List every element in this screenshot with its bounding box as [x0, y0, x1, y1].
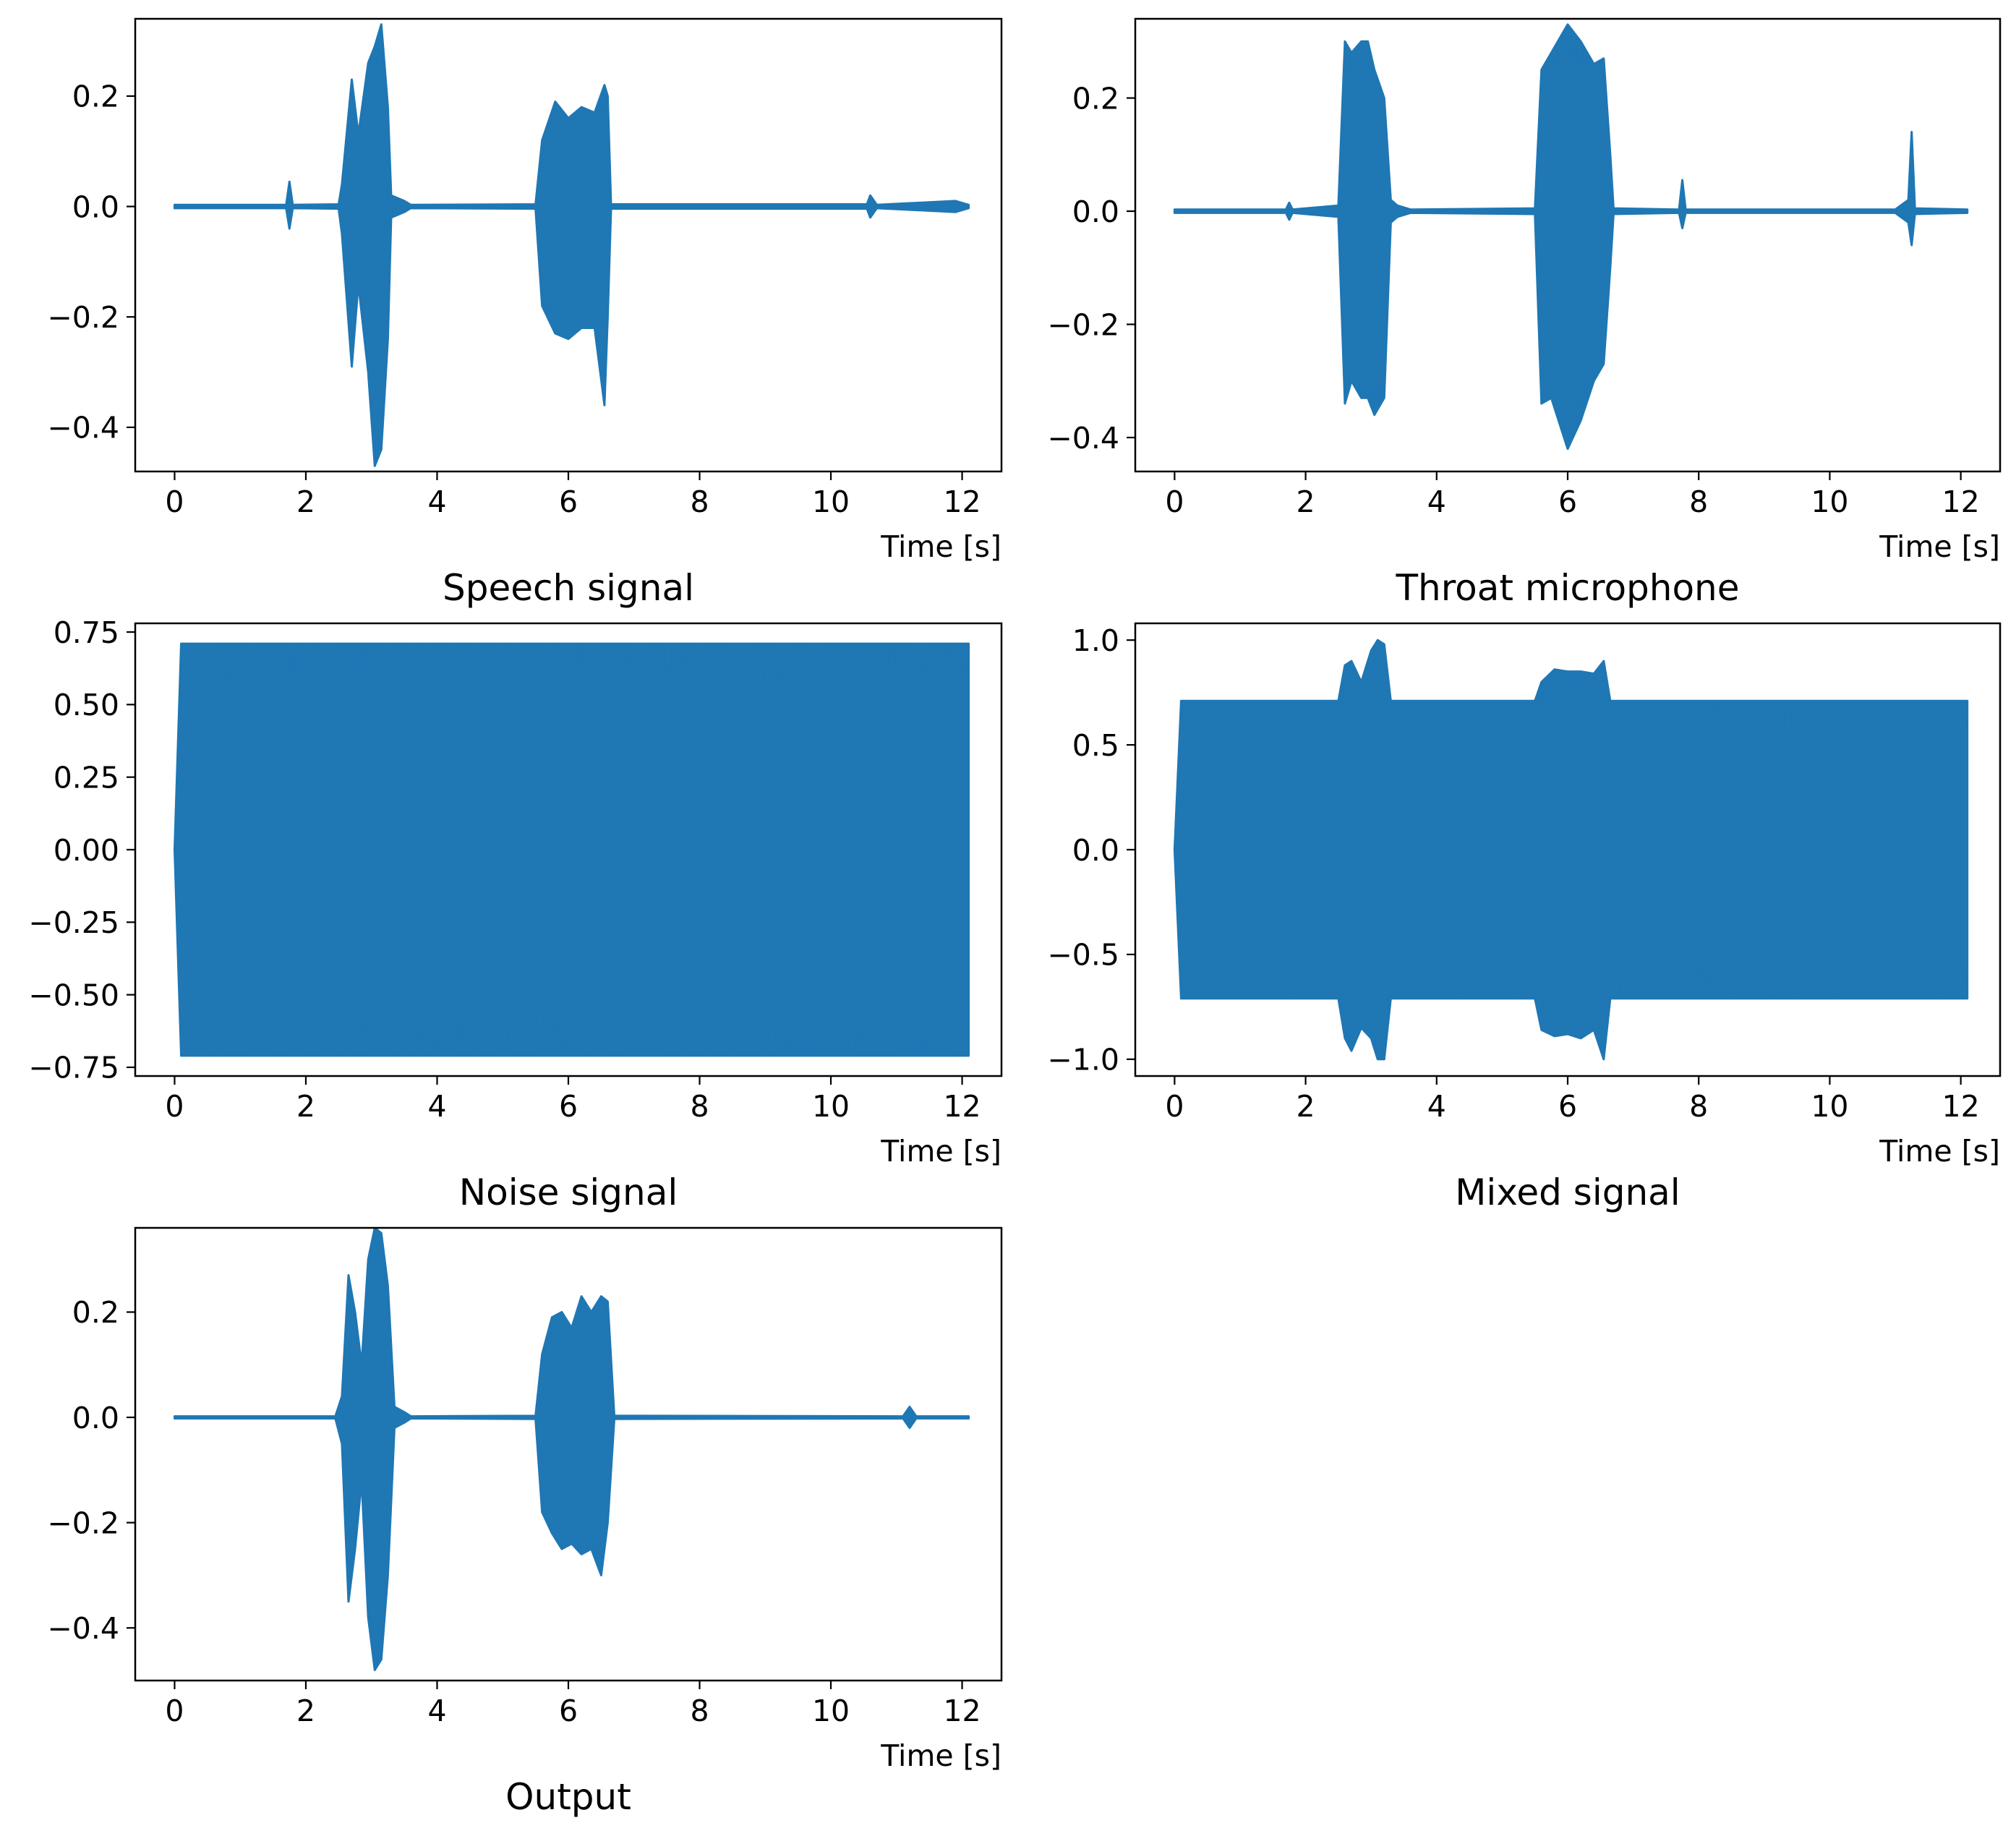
- noise-signal-x-tick-label: 12: [943, 1089, 981, 1124]
- speech-signal-y-ticks: −0.4 −0.2 0.0 0.2: [47, 80, 135, 445]
- mixed-signal-x-ticks: 0 2 4 6 8 10 12: [1165, 1076, 1980, 1124]
- noise-signal-plot-area: [173, 642, 970, 1057]
- mixed-signal-x-tick-label: 10: [1811, 1089, 1848, 1124]
- speech-signal-x-axis-label: Time [s]: [880, 529, 1001, 564]
- speech-signal-y-tick-label: −0.4: [47, 411, 119, 445]
- speech-signal-series-line: [174, 43, 970, 454]
- speech-signal-x-tick-label: 0: [165, 484, 184, 519]
- output-x-ticks: 0 2 4 6 8 10 12: [165, 1681, 981, 1728]
- throat-microphone-x-tick-label: 6: [1558, 484, 1577, 519]
- noise-signal-x-ticks: 0 2 4 6 8 10 12: [165, 1076, 981, 1124]
- noise-signal-y-tick-label: −0.75: [28, 1051, 119, 1085]
- throat-microphone-x-tick-label: 0: [1165, 484, 1184, 519]
- output-x-tick-label: 2: [296, 1694, 315, 1728]
- throat-microphone-x-tick-label: 4: [1427, 484, 1446, 519]
- throat-microphone-y-tick-label: 0.2: [1072, 81, 1119, 116]
- mixed-signal-y-tick-label: 0.0: [1072, 833, 1119, 868]
- speech-signal-x-tick-label: 10: [812, 484, 850, 519]
- noise-signal-x-tick-label: 4: [427, 1089, 446, 1124]
- mixed-signal-y-tick-label: 1.0: [1072, 623, 1119, 658]
- mixed-signal-y-tick-label: 0.5: [1072, 728, 1119, 763]
- output-y-tick-label: 0.0: [72, 1401, 119, 1435]
- noise-signal-x-tick-label: 6: [559, 1089, 578, 1124]
- speech-signal-x-tick-label: 4: [427, 484, 446, 519]
- mixed-signal-x-tick-label: 4: [1427, 1089, 1446, 1124]
- noise-signal-series-line: [174, 644, 970, 1056]
- output-plot-area: [173, 1228, 970, 1671]
- noise-signal-y-tick-label: 0.50: [54, 688, 119, 722]
- mixed-signal-x-tick-label: 0: [1165, 1089, 1184, 1124]
- output-panel: −0.4 −0.2 0.0 0.2 0 2 4 6 8 10 12 Time [s] Output: [47, 1226, 1003, 1818]
- output-y-tick-label: 0.2: [72, 1295, 119, 1330]
- output-x-tick-label: 8: [690, 1694, 709, 1728]
- throat-microphone-title: Throat microphone: [1395, 567, 1739, 609]
- noise-signal-y-ticks: −0.75 −0.50 −0.25 0.00 0.25 0.50 0.75: [28, 615, 135, 1085]
- speech-signal-title: Speech signal: [443, 567, 694, 609]
- noise-signal-y-tick-label: 0.00: [54, 833, 119, 868]
- throat-microphone-series-line: [1174, 29, 1968, 448]
- speech-signal-x-tick-label: 8: [690, 484, 709, 519]
- noise-signal-x-tick-label: 0: [165, 1089, 184, 1124]
- noise-signal-y-tick-label: 0.75: [54, 615, 119, 650]
- mixed-signal-y-tick-label: −1.0: [1047, 1043, 1119, 1077]
- noise-signal-x-tick-label: 8: [690, 1089, 709, 1124]
- mixed-signal-plot-area: [1173, 639, 1969, 1061]
- throat-microphone-x-tick-label: 2: [1297, 484, 1315, 519]
- mixed-signal-x-tick-label: 12: [1942, 1089, 1980, 1124]
- output-x-tick-label: 0: [165, 1694, 184, 1728]
- speech-signal-y-tick-label: −0.2: [47, 300, 119, 335]
- throat-microphone-panel: −0.4 −0.2 0.0 0.2 0 2 4 6 8 10 12 Time [s] Throat…: [1047, 17, 2002, 609]
- throat-microphone-x-ticks: 0 2 4 6 8 10 12: [1165, 471, 1980, 519]
- output-y-tick-label: −0.4: [47, 1611, 119, 1646]
- speech-signal-x-tick-label: 12: [943, 484, 981, 519]
- mixed-signal-series-line: [1174, 645, 1968, 1058]
- mixed-signal-x-tick-label: 8: [1689, 1089, 1708, 1124]
- speech-signal-x-ticks: 0 2 4 6 8 10 12: [165, 471, 981, 519]
- output-x-tick-label: 6: [559, 1694, 578, 1728]
- throat-microphone-plot-area: [1173, 23, 1969, 451]
- output-y-tick-label: −0.2: [47, 1506, 119, 1540]
- noise-signal-y-tick-label: −0.50: [28, 978, 119, 1012]
- throat-microphone-x-tick-label: 12: [1942, 484, 1980, 519]
- mixed-signal-x-tick-label: 2: [1297, 1089, 1315, 1124]
- noise-signal-x-tick-label: 10: [812, 1089, 850, 1124]
- mixed-signal-x-axis-label: Time [s]: [1879, 1134, 2000, 1169]
- speech-signal-x-tick-label: 6: [559, 484, 578, 519]
- noise-signal-y-tick-label: 0.25: [54, 760, 119, 795]
- speech-signal-plot-area: [173, 23, 970, 467]
- mixed-signal-y-tick-label: −0.5: [1047, 938, 1119, 973]
- speech-signal-y-tick-label: 0.2: [72, 80, 119, 114]
- noise-signal-x-axis-label: Time [s]: [880, 1134, 1001, 1169]
- noise-signal-panel: −0.75 −0.50 −0.25 0.00 0.25 0.50 0.75 0 2 4 6 8 10 1…: [28, 615, 1003, 1213]
- output-x-axis-label: Time [s]: [880, 1738, 1001, 1773]
- mixed-signal-y-ticks: −1.0 −0.5 0.0 0.5 1.0: [1047, 623, 1135, 1077]
- noise-signal-title: Noise signal: [459, 1171, 678, 1213]
- mixed-signal-x-tick-label: 6: [1558, 1089, 1577, 1124]
- throat-microphone-x-tick-label: 8: [1689, 484, 1708, 519]
- mixed-signal-title: Mixed signal: [1455, 1171, 1680, 1213]
- throat-microphone-x-axis-label: Time [s]: [1879, 529, 2000, 564]
- throat-microphone-y-tick-label: 0.0: [1072, 195, 1119, 229]
- output-x-tick-label: 10: [812, 1694, 850, 1728]
- mixed-signal-panel: −1.0 −0.5 0.0 0.5 1.0 0 2 4 6 8 10 12 Time [s] Mix…: [1047, 622, 2002, 1213]
- speech-signal-panel: −0.4 −0.2 0.0 0.2 0 2 4 6 8 10 12 Time [s] Speech…: [47, 17, 1003, 609]
- throat-microphone-y-tick-label: −0.4: [1047, 421, 1119, 456]
- throat-microphone-y-ticks: −0.4 −0.2 0.0 0.2: [1047, 81, 1135, 456]
- output-series-line: [174, 1244, 970, 1660]
- throat-microphone-x-tick-label: 10: [1811, 484, 1848, 519]
- output-title: Output: [505, 1776, 631, 1818]
- output-x-tick-label: 12: [943, 1694, 981, 1728]
- throat-microphone-y-tick-label: −0.2: [1047, 307, 1119, 342]
- noise-signal-x-tick-label: 2: [296, 1089, 315, 1124]
- noise-signal-y-tick-label: −0.25: [28, 905, 119, 940]
- output-x-tick-label: 4: [427, 1694, 446, 1728]
- speech-signal-x-tick-label: 2: [296, 484, 315, 519]
- speech-signal-y-tick-label: 0.0: [72, 189, 119, 224]
- output-y-ticks: −0.4 −0.2 0.0 0.2: [47, 1295, 135, 1646]
